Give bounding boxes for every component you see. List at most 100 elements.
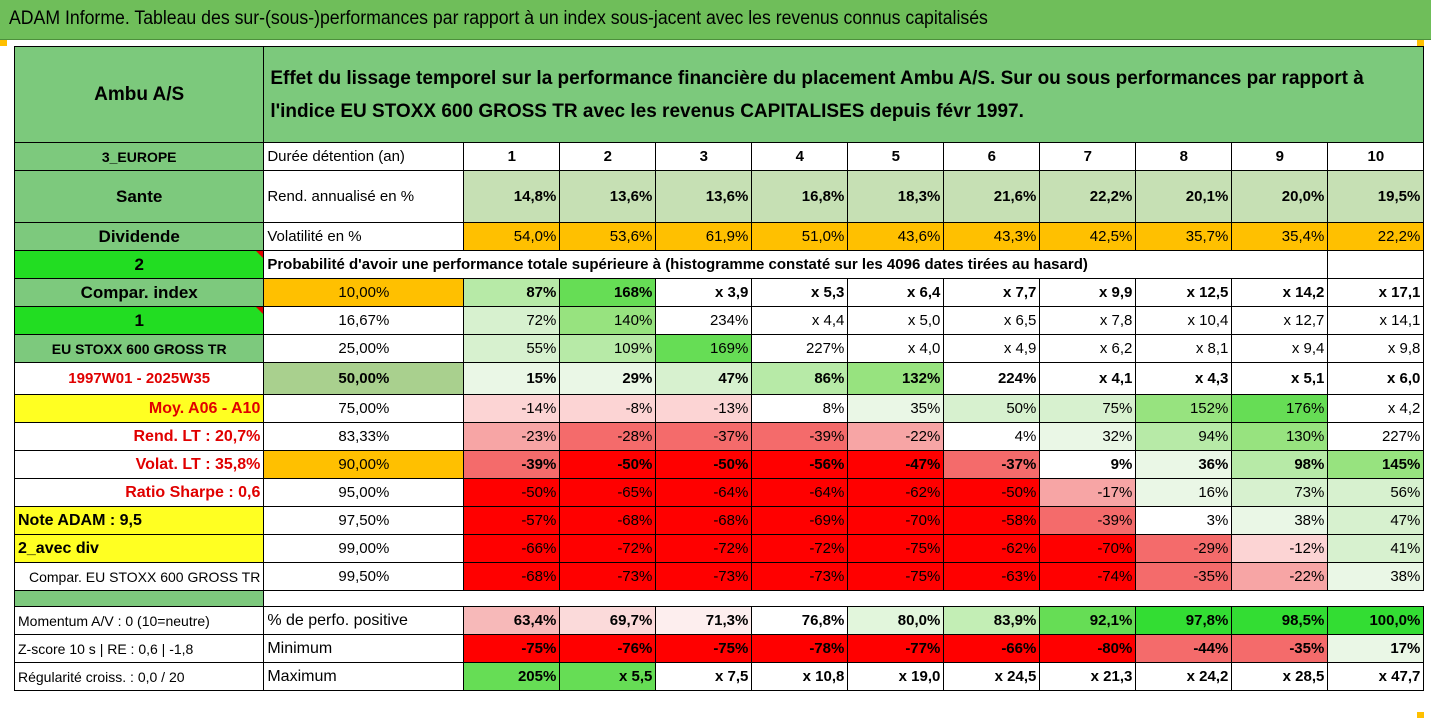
quantile-cell: -8% [559,394,657,423]
quantile-cell: 168% [559,278,657,307]
quantile-cell: -70% [847,506,945,535]
quantile-cell: x 12,5 [1135,278,1233,307]
quantile-cell: 32% [1039,422,1137,451]
quantile-cell: 86% [751,362,849,395]
stat-side-label: Momentum A/V : 0 (10=neutre) [13,606,265,635]
vol-cell: 35,7% [1135,222,1233,251]
quantile-cell: 169% [655,334,753,363]
vol-row: Dividende Volatilité en % 54,0% 53,6% 61… [13,222,1425,251]
stat-cell: 17% [1327,634,1425,663]
dividend-label: Dividende [13,222,265,251]
quantile-level: 50,00% [263,362,465,395]
quantile-cell: -72% [559,534,657,563]
quantile-cell: 152% [1135,394,1233,423]
index-name-label: EU STOXX 600 GROSS TR [13,334,265,363]
rend-cell: 13,6% [559,170,657,223]
region-label: 3_EUROPE [13,142,265,171]
code2-label: 2 [13,250,265,279]
compar-full-label: Compar. EU STOXX 600 GROSS TR [13,562,265,591]
quantile-cell: x 4,4 [751,306,849,335]
quantile-cell: 38% [1231,506,1329,535]
quantile-cell: x 14,2 [1231,278,1329,307]
sector-label: Sante [13,170,265,223]
quantile-cell: -22% [1231,562,1329,591]
quantile-cell: 94% [1135,422,1233,451]
quantile-cell: x 12,7 [1231,306,1329,335]
quantile-cell: -14% [463,394,561,423]
year-cell: 2 [559,142,657,171]
quantile-cell: x 5,3 [751,278,849,307]
maximum-row: Régularité croiss. : 0,0 / 20 Maximum 205%… [13,662,1425,691]
quantile-cell: -50% [943,478,1041,507]
quantile-cell: -50% [559,450,657,479]
rend-cell: 22,2% [1039,170,1137,223]
quantile-level: 99,00% [263,534,465,563]
quantile-cell: -17% [1039,478,1137,507]
quantile-cell: -39% [1039,506,1137,535]
quantile-cell: -73% [655,562,753,591]
quantile-cell: -56% [751,450,849,479]
headline: Effet du lissage temporel sur la perform… [270,67,1364,122]
stat-cell: 92,1% [1039,606,1137,635]
page-title: ADAM Informe. Tableau des sur-(sous-)per… [9,8,988,29]
year-cell: 6 [943,142,1041,171]
quantile-row: Compar. index 10,00% 87% 168% x 3,9 x 5,3 x 6,… [13,278,1425,307]
quantile-cell: -22% [847,422,945,451]
stat-cell: x 7,5 [655,662,753,691]
quantile-cell: -72% [655,534,753,563]
rend-cell: 19,5% [1327,170,1425,223]
quantile-cell: 227% [1327,422,1425,451]
proba-label: Probabilité d'avoir une performance tota… [263,250,1232,279]
quantile-cell: x 9,4 [1231,334,1329,363]
code1-label: 1 [13,306,265,335]
quantile-cell: 47% [1327,506,1425,535]
quantile-cell: 50% [943,394,1041,423]
quantile-cell: 8% [751,394,849,423]
quantile-cell: -35% [1135,562,1233,591]
stat-cell: 69,7% [559,606,657,635]
quantile-cell: 130% [1231,422,1329,451]
stat-cell: -77% [847,634,945,663]
quantile-level: 25,00% [263,334,465,363]
compar-index-label: Compar. index [13,278,265,307]
quantile-row: EU STOXX 600 GROSS TR 25,00% 55% 109% 169% 22… [13,334,1425,363]
stat-side-label: Régularité croiss. : 0,0 / 20 [13,662,265,691]
quantile-row: Volat. LT : 35,8% 90,00% -39% -50% -50% -56% -… [13,450,1425,479]
rend-label: Rend. annualisé en % [263,170,465,223]
quantile-cell: 224% [943,362,1041,395]
quantile-cell: 75% [1039,394,1137,423]
stat-cell: x 24,2 [1135,662,1233,691]
stat-cell: x 24,5 [943,662,1041,691]
quantile-cell: -47% [847,450,945,479]
quantile-level: 16,67% [263,306,465,335]
rend-cell: 16,8% [751,170,849,223]
rend-cell: 21,6% [943,170,1041,223]
quantile-cell: -65% [559,478,657,507]
stat-side-label: Z-score 10 s | RE : 0,6 | -1,8 [13,634,265,663]
quantile-row: Ratio Sharpe : 0,6 95,00% -50% -65% -64% -64%… [13,478,1425,507]
quantile-cell: x 4,2 [1327,394,1425,423]
rend-cell: 14,8% [463,170,561,223]
quantile-cell: x 4,1 [1039,362,1137,395]
minimum-row: Z-score 10 s | RE : 0,6 | -1,8 Minimum -75… [13,634,1425,663]
stat-cell: -80% [1039,634,1137,663]
stat-cell: x 10,8 [751,662,849,691]
year-cell: 10 [1327,142,1425,171]
quantile-cell: x 3,9 [655,278,753,307]
quantile-cell: 15% [463,362,561,395]
quantile-row: Moy. A06 - A10 75,00% -14% -8% -13% 8% 35% 50% 7… [13,394,1425,423]
quantile-cell: x 8,1 [1135,334,1233,363]
year-cell: 3 [655,142,753,171]
quantile-cell: -68% [463,562,561,591]
quantile-cell: x 6,0 [1327,362,1425,395]
corner-marker [1417,40,1424,46]
stat-cell: x 28,5 [1231,662,1329,691]
volat-lt-label: Volat. LT : 35,8% [13,450,265,479]
year-cell: 9 [1231,142,1329,171]
quantile-cell: x 9,8 [1327,334,1425,363]
spacer-row [13,590,1424,607]
stat-cell: 76,8% [751,606,849,635]
stat-cell: x 5,5 [559,662,657,691]
stat-cell: 100,0% [1327,606,1425,635]
stat-cell: -75% [655,634,753,663]
